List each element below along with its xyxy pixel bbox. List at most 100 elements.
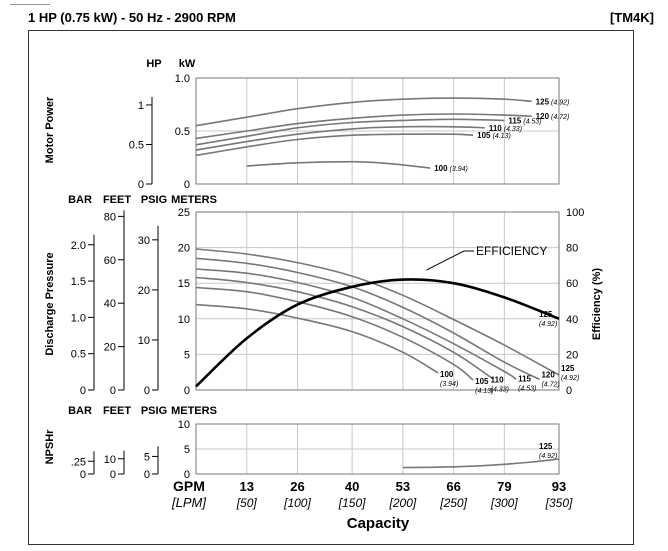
kw-tick-label: 1.0 [175,73,190,85]
series-label-power-105: 105 (4.13) [477,131,511,140]
power-curve-115 [195,118,505,146]
efficiency-ylabel: Efficiency (%) [591,268,603,340]
power-curve-110 [195,125,485,151]
x-lpm-tick: [250] [439,496,467,510]
page-title: 1 HP (0.75 kW) - 50 Hz - 2900 RPM [28,10,236,25]
bar-tick-label: 1.5 [71,276,86,288]
head-curve-105 [195,286,474,381]
bar-tick-label: 0 [80,385,86,397]
series-label-head-125: 125 (4.92) [561,364,579,382]
x-axis-title: Capacity [347,515,410,532]
x-lpm-tick: [150] [338,496,366,510]
pressure-plot-frame [195,211,560,391]
x-lpm-tick: [200] [389,496,417,510]
feet-tick-label: 60 [104,255,116,267]
npshr-psig-tick-label: 5 [144,451,150,463]
feet-tick-label: 40 [104,298,116,310]
power-ylabel: Motor Power [44,96,56,163]
npshr-psig-axis-title: PSIG [141,405,167,417]
power-curve-105 [195,133,474,157]
npshr-feet-tick-label: 0 [110,469,116,481]
head-curve-120 [195,257,540,381]
power-curve-125 [195,97,532,127]
hp-axis-title: HP [146,58,161,70]
bar-tick-label: 2.0 [71,240,86,252]
meters-tick-label: 25 [178,207,190,219]
feet-tick-label: 80 [104,211,116,223]
meters-tick-label: 10 [178,314,190,326]
efficiency-tick-label: 80 [566,243,578,255]
npshr-meters-tick-label: 10 [178,419,190,431]
x-lpm-tick: [350] [545,496,573,510]
series-label-head-105: 105 (4.13) [475,377,493,395]
npshr-psig-tick-label: 0 [144,469,150,481]
npshr-feet-tick-label: 10 [104,454,116,466]
x-lpm-tick: [300] [490,496,518,510]
npshr-meters-tick-label: 5 [184,444,190,456]
bar-tick-label: 1.0 [71,312,86,324]
chart-frame [28,30,634,545]
npshr-ylabel: NPSHr [44,429,56,465]
npshr-meters-tick-label: 0 [184,469,190,481]
x-gpm-tick: 79 [497,479,511,494]
x-lpm-tick: [100] [283,496,311,510]
meters-tick-label: 5 [184,349,190,361]
feet-tick-label: 20 [104,342,116,354]
kw-tick-label: 0 [184,179,190,191]
series-label-head-115: 115 (4.53) [518,374,536,392]
x-gpm-tick: 53 [396,479,410,494]
series-label-efficiency-125: 125 (4.92) [539,310,557,328]
npshr-bar-tick-label: 0 [80,469,86,481]
efficiency-tick-label: 20 [566,349,578,361]
head-curve-110 [195,276,494,380]
power-curve-120 [195,113,532,140]
head-curve-125 [195,248,560,376]
kw-axis-title: kW [179,58,196,70]
npshr-meters-axis-title: METERS [171,405,217,417]
efficiency-annotation: EFFICIENCY [476,244,547,258]
x-lpm-label: [LPM] [171,495,206,510]
efficiency-tick-label: 40 [566,314,578,326]
efficiency-curve [195,278,560,388]
hp-tick-label: 1 [138,100,144,112]
series-label-power-110: 110 (4.33) [489,124,522,133]
hp-tick-label: 0 [138,179,144,191]
pressure-psig-axis-title: PSIG [141,194,167,206]
x-gpm-tick: 13 [240,479,254,494]
pressure-bar-axis-title: BAR [68,194,92,206]
efficiency-tick-label: 60 [566,278,578,290]
head-curve-100 [195,303,439,374]
psig-tick-label: 0 [144,385,150,397]
series-label-head-110: 110 (4.33) [491,376,509,394]
meters-tick-label: 15 [178,278,190,290]
power-curve-100 [246,160,431,169]
meters-tick-label: 20 [178,243,190,255]
series-label-power-100: 100 (3.94) [434,164,468,173]
efficiency-tick-label: 0 [566,385,572,397]
model-code: [TM4K] [609,10,654,25]
kw-tick-label: 0.5 [175,126,190,138]
efficiency-tick-label: 100 [566,207,584,219]
head-curve-115 [195,268,517,380]
npshr-bar-tick-label: .25 [71,456,86,468]
psig-tick-label: 30 [138,235,150,247]
x-gpm-tick: 40 [345,479,359,494]
series-label-head-120: 120 (4.72) [541,370,559,388]
pressure-feet-axis-title: FEET [103,194,131,206]
series-label-power-125: 125 (4.92) [536,97,570,106]
psig-tick-label: 20 [138,285,150,297]
pressure-meters-axis-title: METERS [171,194,217,206]
bar-tick-label: 0.5 [71,349,86,361]
x-gpm-tick: 66 [446,479,460,494]
series-label-power-115: 115 (4.53) [508,116,541,125]
series-label-npshr-125: 125 (4.92) [539,442,557,460]
header-rule [10,4,50,5]
x-lpm-tick: [50] [236,496,258,510]
hp-tick-label: 0.5 [129,139,144,151]
x-gpm-tick: 93 [552,479,566,494]
series-label-power-120: 120 (4.72) [536,112,570,121]
efficiency-leader [426,250,465,271]
feet-tick-label: 0 [110,385,116,397]
meters-tick-label: 0 [184,385,190,397]
